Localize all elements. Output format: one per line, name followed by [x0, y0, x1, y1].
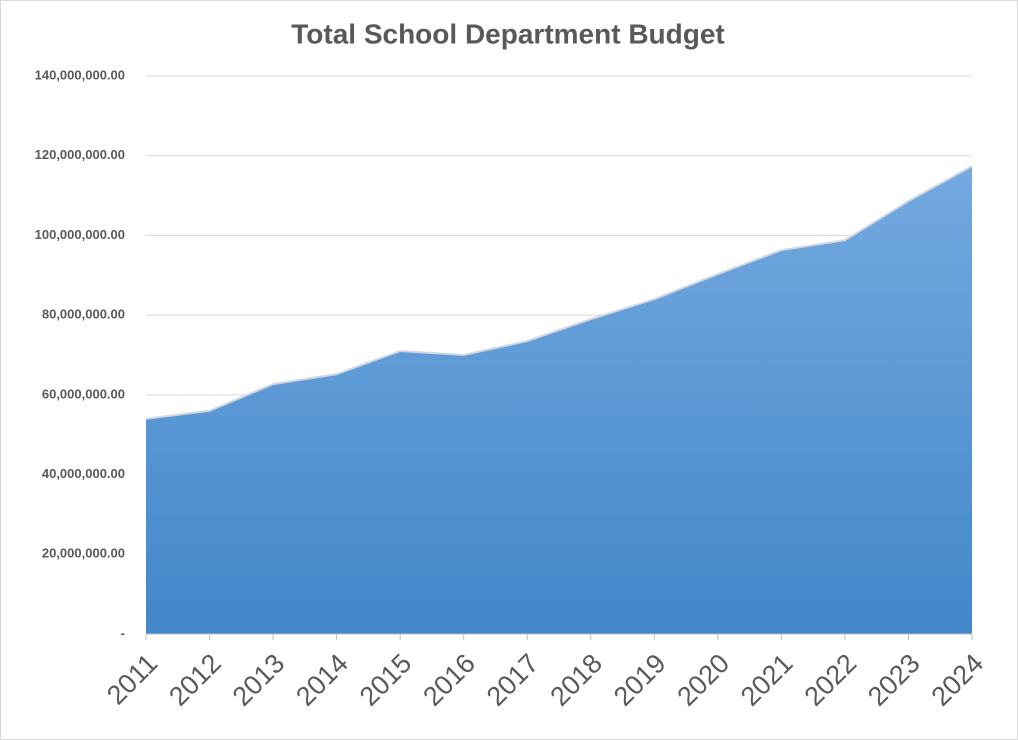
y-tick-label: 140,000,000.00 [35, 67, 125, 82]
y-tick-label: 120,000,000.00 [35, 147, 125, 162]
y-tick-label: 100,000,000.00 [35, 227, 125, 242]
y-tick-label: 20,000,000.00 [42, 546, 125, 561]
y-tick-label: 80,000,000.00 [42, 307, 125, 322]
chart-title: Total School Department Budget [291, 18, 725, 49]
y-tick-label: 40,000,000.00 [42, 466, 125, 481]
y-tick-label: 60,000,000.00 [42, 386, 125, 401]
area-outline [145, 165, 973, 420]
area [146, 166, 972, 634]
y-tick-label: - [121, 625, 125, 640]
